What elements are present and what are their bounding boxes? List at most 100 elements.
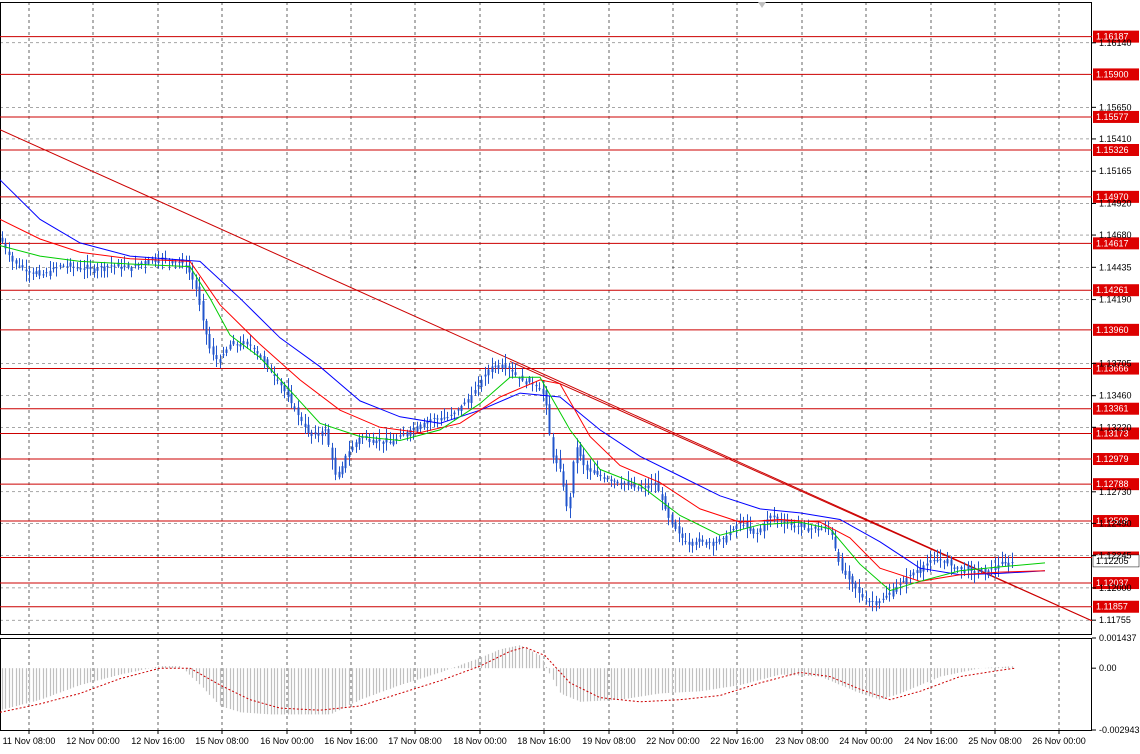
- candle-body: [640, 487, 643, 489]
- candle-body: [137, 264, 140, 266]
- candle-body: [246, 341, 249, 345]
- candle-body: [599, 474, 602, 477]
- candle-body: [307, 424, 310, 433]
- price-tick-label: 1.13705: [1099, 358, 1132, 368]
- candle-body: [756, 532, 759, 534]
- candle-body: [416, 426, 419, 432]
- candle-body: [926, 563, 929, 566]
- level-label: 1.14261: [1096, 285, 1129, 295]
- candle-body: [32, 272, 35, 274]
- candle-body: [232, 340, 235, 345]
- candle-body: [909, 574, 912, 576]
- candle-body: [661, 494, 664, 500]
- candle-body: [297, 407, 300, 416]
- level-label: 1.13173: [1096, 428, 1129, 438]
- candle-body: [208, 334, 211, 349]
- candle-body: [212, 346, 215, 355]
- candle-body: [800, 522, 803, 527]
- candle-body: [134, 264, 137, 266]
- candle-body: [742, 524, 745, 526]
- candle-body: [729, 532, 732, 536]
- candle-body: [341, 466, 344, 475]
- candle-body: [929, 560, 932, 563]
- candle-body: [841, 558, 844, 571]
- candle-body: [746, 521, 749, 528]
- candle-body: [195, 280, 198, 289]
- candle-body: [38, 270, 41, 276]
- candle-body: [797, 525, 800, 527]
- candle-body: [572, 461, 575, 494]
- candle-body: [385, 437, 388, 443]
- candle-body: [310, 432, 313, 436]
- level-label: 1.11857: [1096, 602, 1128, 612]
- candle-body: [372, 439, 375, 443]
- candle-body: [1, 237, 4, 242]
- candle-body: [963, 569, 966, 573]
- candle-body: [667, 506, 670, 518]
- candle-body: [79, 267, 82, 270]
- time-label: 12 Nov 00:00: [66, 736, 120, 746]
- candle-body: [409, 429, 412, 436]
- candle-body: [28, 271, 31, 273]
- axes: 11 Nov 08:00 12 Nov 00:00 12 Nov 16:00 15 N…: [3, 2, 1140, 746]
- price-tick-label: 1.11755: [1099, 615, 1131, 625]
- candle-body: [518, 377, 521, 379]
- time-label: 17 Nov 08:00: [388, 736, 442, 746]
- price-candles: [1, 231, 1014, 612]
- candle-body: [106, 265, 109, 267]
- candle-body: [4, 243, 7, 249]
- candle-body: [769, 515, 772, 518]
- candle-body: [895, 586, 898, 592]
- level-badge: [1093, 515, 1139, 528]
- candle-body: [239, 344, 242, 347]
- candle-body: [470, 395, 473, 403]
- candle-body: [205, 320, 208, 335]
- candle-body: [763, 523, 766, 532]
- candle-body: [620, 482, 623, 485]
- candle-body: [62, 265, 65, 267]
- candle-body: [695, 541, 698, 545]
- candle-body: [497, 365, 500, 370]
- candle-body: [467, 399, 470, 403]
- candle-body: [21, 265, 24, 268]
- candle-body: [899, 583, 902, 585]
- candle-body: [93, 268, 96, 273]
- candle-body: [474, 390, 477, 394]
- candle-body: [69, 262, 72, 267]
- moving-average-line: [0, 179, 1046, 576]
- candle-body: [222, 354, 225, 356]
- level-badge: [1093, 577, 1139, 590]
- candle-body: [426, 420, 429, 424]
- grid: [0, 2, 1092, 731]
- candle-body: [627, 481, 630, 486]
- candle-body: [331, 447, 334, 460]
- candle-body: [280, 381, 283, 386]
- candle-body: [854, 582, 857, 589]
- candle-body: [8, 251, 11, 256]
- candle-body: [861, 594, 864, 598]
- candle-body: [52, 267, 55, 270]
- candle-body: [18, 265, 21, 267]
- candle-body: [185, 265, 188, 267]
- candle-body: [950, 559, 953, 566]
- candle-body: [1007, 562, 1010, 567]
- candle-body: [688, 541, 691, 545]
- candle-body: [290, 393, 293, 404]
- candle-body: [678, 526, 681, 534]
- osc-tick-label: 0.001437: [1099, 633, 1137, 643]
- candle-body: [484, 374, 487, 377]
- time-label: 25 Nov 08:00: [968, 736, 1022, 746]
- candle-body: [382, 441, 385, 444]
- candle-body: [42, 274, 45, 276]
- level-badge: [1093, 143, 1139, 156]
- candle-body: [144, 261, 147, 265]
- candle-body: [647, 485, 650, 489]
- oscillator-frame: [0, 638, 1092, 731]
- shift-marker-icon: [758, 2, 766, 8]
- candle-body: [790, 522, 793, 525]
- level-label: 1.15900: [1096, 69, 1129, 79]
- candle-body: [361, 437, 364, 439]
- candle-body: [888, 592, 891, 595]
- candle-body: [253, 347, 256, 350]
